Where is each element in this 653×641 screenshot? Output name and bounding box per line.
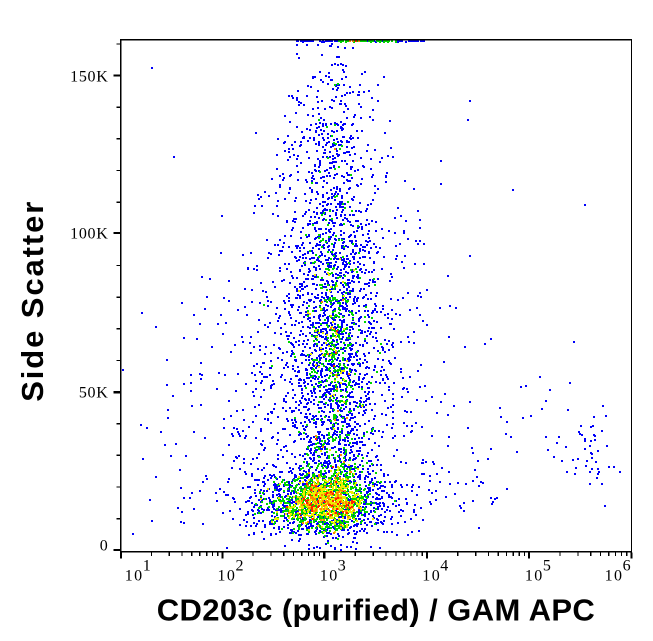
svg-text:CD203c (purified) / GAM APC: CD203c (purified) / GAM APC xyxy=(157,592,596,627)
svg-text:4: 4 xyxy=(440,558,448,575)
svg-text:10: 10 xyxy=(422,568,441,585)
svg-text:10: 10 xyxy=(605,568,624,585)
svg-text:10: 10 xyxy=(125,568,144,585)
svg-text:Side Scatter: Side Scatter xyxy=(15,200,50,402)
svg-text:3: 3 xyxy=(338,558,346,575)
svg-text:2: 2 xyxy=(236,558,244,575)
svg-text:10: 10 xyxy=(218,568,237,585)
svg-text:10: 10 xyxy=(525,568,544,585)
svg-text:5: 5 xyxy=(543,558,551,575)
svg-text:50K: 50K xyxy=(79,385,109,402)
svg-text:6: 6 xyxy=(623,558,631,575)
svg-text:0: 0 xyxy=(100,537,109,554)
svg-text:150K: 150K xyxy=(70,68,108,85)
svg-text:100K: 100K xyxy=(70,226,108,243)
svg-text:1: 1 xyxy=(143,558,151,575)
svg-text:10: 10 xyxy=(320,568,339,585)
